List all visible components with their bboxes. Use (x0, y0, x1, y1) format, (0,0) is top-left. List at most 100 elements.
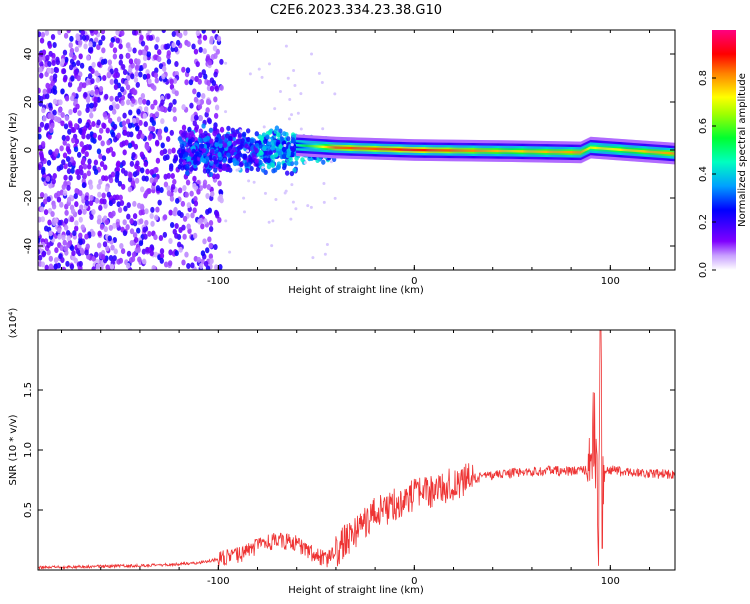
spectrum-cell (174, 250, 179, 257)
spectrum-cell (74, 201, 79, 208)
spectrum-cell (178, 152, 184, 159)
spectrum-cell (38, 237, 41, 244)
ridge-cell (340, 146, 342, 149)
spectrum-cell (209, 35, 214, 42)
spectrum-cell (195, 30, 201, 37)
ridge-cell (597, 146, 600, 150)
ridge-cell (461, 149, 464, 152)
spectrum-cell (80, 147, 86, 154)
ridge-cell (549, 150, 552, 154)
spectrum-cell (246, 161, 252, 167)
spectrum-cell (205, 247, 210, 254)
ridge-cell (611, 147, 614, 151)
spectrogram-y-label: Frequency (Hz) (8, 112, 19, 188)
ridge-cell (660, 151, 663, 154)
ridge-cell (579, 151, 581, 154)
spectrum-cell (40, 261, 46, 268)
snr-x-ticks: -100 0 100 (61, 330, 651, 587)
spectrum-cell (180, 149, 186, 155)
spectrum-cell (56, 227, 62, 234)
spectrum-cell (218, 138, 223, 144)
ridge-cell (376, 147, 378, 151)
ridge-cell (417, 148, 420, 152)
ridge-cell (539, 150, 541, 153)
spectrum-cell (266, 157, 271, 164)
spectrum-cell (98, 127, 104, 134)
spectrum-cell (42, 198, 48, 205)
spectrum-cell (91, 255, 96, 262)
spectrum-cell (322, 200, 326, 204)
spectrum-cell (124, 139, 129, 146)
spectrum-cell (117, 206, 123, 213)
ridge-cell (364, 147, 367, 150)
spectrum-cell (150, 220, 155, 227)
spectrum-cell (76, 174, 81, 181)
spectrum-cell (105, 147, 111, 154)
spectrum-cell (52, 172, 57, 179)
spectrum-cell (322, 181, 326, 185)
spectrum-cell (247, 179, 251, 183)
ridge-cell (342, 146, 344, 150)
ridge-cell (533, 150, 535, 153)
spectrum-cell (192, 175, 197, 182)
spectrum-cell (125, 262, 131, 269)
spectrum-cell (193, 200, 199, 207)
spectrum-cell (68, 174, 73, 181)
x-tick-label: 0 (411, 276, 417, 287)
ridge-cell (390, 148, 392, 151)
ridge-cell (384, 147, 386, 151)
ridge-cell (630, 149, 632, 152)
x-tick-label: 100 (601, 276, 620, 287)
spectrum-cell (207, 207, 213, 214)
ridge-cell (358, 147, 361, 150)
spectrum-cell (135, 125, 140, 132)
ridge-cell (310, 144, 313, 148)
spectrum-cell (126, 213, 131, 220)
ridge-cell (425, 148, 427, 152)
spectrum-cell (286, 151, 291, 157)
spectrum-cell (106, 191, 112, 198)
spectrum-cell (100, 30, 106, 35)
spectrum-cell (188, 79, 194, 86)
spectrum-cell (103, 164, 108, 171)
ridge-cell (670, 152, 672, 155)
spectrum-cell (202, 168, 208, 174)
spectrum-cell (163, 106, 168, 113)
spectrum-cell (61, 68, 67, 75)
y-tick-label: -20 (23, 190, 34, 206)
spectrum-cell (155, 185, 161, 192)
ridge-cell (304, 144, 307, 147)
snr-line (38, 330, 675, 570)
x-tick-label: -100 (207, 576, 230, 587)
ridge-cell (534, 150, 536, 153)
spectrum-cell (89, 102, 94, 109)
spectrum-cell (47, 133, 52, 140)
spectrum-cell (163, 261, 169, 268)
spectrum-cell (93, 96, 98, 103)
spectrum-cell (100, 140, 105, 147)
spectrum-cell (38, 164, 42, 171)
ridge-cell (592, 146, 594, 149)
spectrum-cell (262, 145, 267, 152)
ridge-cell (559, 150, 562, 154)
spectrum-cell (126, 52, 131, 59)
ridge-cell (605, 147, 608, 150)
spectrum-cell (89, 30, 94, 34)
ridge-cell (520, 150, 522, 153)
ridge-cell (610, 147, 613, 151)
spectrum-cell (79, 62, 85, 69)
spectrum-cell (48, 102, 53, 109)
spectrum-cell (143, 106, 149, 113)
spectrum-cell (294, 160, 299, 166)
ridge-cell (583, 149, 585, 153)
spectrum-cell (72, 230, 77, 237)
spectrum-cell (114, 95, 120, 102)
spectrum-cell (166, 190, 172, 197)
ridge-cell (636, 149, 638, 153)
spectrum-cell (203, 73, 208, 80)
ridge-cell (481, 149, 483, 153)
spectrum-cell (191, 148, 196, 154)
spectrum-cell (112, 47, 118, 54)
spectrum-cell (221, 163, 227, 170)
spectrum-cell (268, 138, 272, 142)
